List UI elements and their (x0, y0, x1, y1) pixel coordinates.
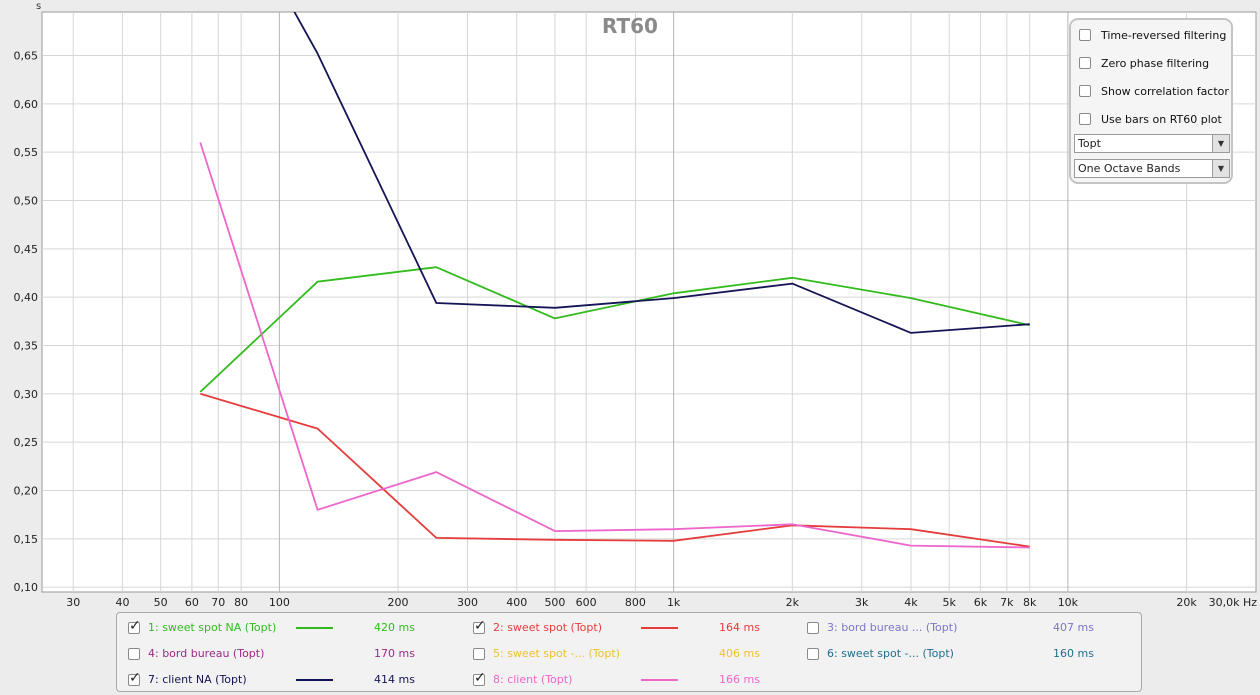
chevron-down-icon: ▼ (1212, 160, 1229, 177)
y-tick-label: 0,15 (14, 533, 39, 546)
method-select-value: Topt (1078, 137, 1101, 150)
bands-select[interactable]: One Octave Bands ▼ (1074, 159, 1230, 178)
x-tick-label: 8k (1023, 596, 1037, 609)
x-tick-label: 800 (625, 596, 646, 609)
show-correlation-checkbox[interactable] (1079, 85, 1091, 97)
x-tick-label: 50 (154, 596, 168, 609)
y-tick-label: 0,10 (14, 581, 39, 594)
series-line-8-client-topt (199, 142, 1030, 549)
y-tick-label: 0,40 (14, 291, 39, 304)
y-axis-label: s (36, 1, 41, 12)
legend-checkbox[interactable] (473, 670, 486, 686)
legend-line-swatch (641, 679, 678, 681)
legend-rt60-value: 166 ms (719, 673, 760, 686)
y-tick-label: 0,65 (14, 50, 39, 63)
legend-rt60-value: 164 ms (719, 621, 760, 634)
legend-panel: 1: sweet spot NA (Topt) 420 ms 2: sweet sp… (116, 612, 1142, 692)
y-tick-label: 0,45 (14, 243, 39, 256)
legend-checkbox[interactable] (128, 618, 141, 634)
bands-select-value: One Octave Bands (1078, 162, 1181, 175)
x-tick-label: 600 (576, 596, 597, 609)
zero-phase-option[interactable]: Zero phase filtering (1079, 54, 1209, 72)
x-tick-label: 80 (234, 596, 248, 609)
y-tick-label: 0,35 (14, 340, 39, 353)
y-tick-label: 0,50 (14, 195, 39, 208)
zero-phase-checkbox[interactable] (1079, 57, 1091, 69)
legend-checkbox[interactable] (128, 670, 141, 686)
x-tick-label: 100 (269, 596, 290, 609)
x-tick-label: 7k (1000, 596, 1014, 609)
x-tick-label: 500 (544, 596, 565, 609)
x-tick-label: 20k (1176, 596, 1197, 609)
x-tick-label: 60 (185, 596, 199, 609)
x-tick-label: 300 (457, 596, 478, 609)
x-tick-label: 200 (388, 596, 409, 609)
x-tick-label: 5k (943, 596, 957, 609)
use-bars-label: Use bars on RT60 plot (1101, 112, 1222, 126)
rt60-plot[interactable]: 0,10 0,15 0,20 0,25 0,30 0,35 0,40 0,45 0,50 0,55… (0, 0, 1260, 612)
series-line-1-sweet-spot-na-topt (199, 266, 1030, 393)
use-bars-checkbox[interactable] (1079, 113, 1091, 125)
plot-area (41, 11, 1257, 593)
legend-checkbox[interactable] (807, 622, 819, 634)
legend-checkbox[interactable] (473, 618, 486, 634)
x-tick-label: 1k (667, 596, 681, 609)
show-correlation-label: Show correlation factor (1101, 84, 1229, 98)
x-tick-label: 2k (786, 596, 800, 609)
series-line-7-client-na-topt (293, 12, 1030, 334)
legend-line-swatch (641, 627, 678, 629)
y-tick-label: 0,25 (14, 436, 39, 449)
legend-checkbox[interactable] (128, 648, 140, 660)
grid-lines (42, 12, 1256, 592)
legend-series-name[interactable]: 7: client NA (Topt) (148, 673, 247, 686)
legend-series-name[interactable]: 6: sweet spot -... (Topt) (827, 647, 954, 660)
chart-title: RT60 (602, 14, 658, 38)
legend-checkbox[interactable] (473, 648, 485, 660)
y-tick-label: 0,55 (14, 146, 39, 159)
x-tick-label: 10k (1058, 596, 1079, 609)
x-tick-label: 4k (904, 596, 918, 609)
y-tick-label: 0,60 (14, 98, 39, 111)
legend-checkbox[interactable] (807, 648, 819, 660)
y-tick-label: 0,30 (14, 388, 39, 401)
legend-line-swatch (296, 679, 333, 681)
legend-series-name[interactable]: 5: sweet spot -... (Topt) (493, 647, 620, 660)
x-tick-label: 70 (211, 596, 225, 609)
series-line-2-sweet-spot-topt (200, 392, 1030, 548)
legend-series-name[interactable]: 1: sweet spot NA (Topt) (148, 621, 277, 634)
time-reversed-option[interactable]: Time-reversed filtering (1079, 26, 1226, 44)
x-tick-label: 30 (66, 596, 80, 609)
legend-series-name[interactable]: 4: bord bureau (Topt) (148, 647, 265, 660)
x-tick-label: 40 (115, 596, 129, 609)
y-tick-labels: 0,10 0,15 0,20 0,25 0,30 0,35 0,40 0,45 0,50 0,55… (14, 50, 39, 595)
legend-series-name[interactable]: 3: bord bureau ... (Topt) (827, 621, 958, 634)
data-series (199, 12, 1030, 549)
x-tick-label: 30,0k Hz (1209, 596, 1258, 609)
legend-rt60-value: 407 ms (1053, 621, 1094, 634)
x-tick-labels: 30 40 50 60 70 80 100 200 300 400 500 600 800 1k 2k 3k 4… (66, 596, 1257, 609)
time-reversed-checkbox[interactable] (1079, 29, 1091, 41)
legend-rt60-value: 170 ms (374, 647, 415, 660)
show-correlation-option[interactable]: Show correlation factor (1079, 82, 1229, 100)
method-select[interactable]: Topt ▼ (1074, 134, 1230, 153)
legend-rt60-value: 414 ms (374, 673, 415, 686)
legend-series-name[interactable]: 8: client (Topt) (493, 673, 573, 686)
options-panel: Time-reversed filtering Zero phase filte… (1069, 18, 1233, 184)
x-tick-label: 3k (855, 596, 869, 609)
time-reversed-label: Time-reversed filtering (1101, 28, 1227, 42)
chevron-down-icon: ▼ (1212, 135, 1229, 152)
legend-rt60-value: 406 ms (719, 647, 760, 660)
x-tick-label: 400 (506, 596, 527, 609)
legend-line-swatch (296, 627, 333, 629)
legend-rt60-value: 420 ms (374, 621, 415, 634)
legend-series-name[interactable]: 2: sweet spot (Topt) (493, 621, 602, 634)
zero-phase-label: Zero phase filtering (1101, 56, 1210, 70)
legend-rt60-value: 160 ms (1053, 647, 1094, 660)
x-tick-label: 6k (974, 596, 988, 609)
use-bars-option[interactable]: Use bars on RT60 plot (1079, 110, 1222, 128)
y-tick-label: 0,20 (14, 485, 39, 498)
